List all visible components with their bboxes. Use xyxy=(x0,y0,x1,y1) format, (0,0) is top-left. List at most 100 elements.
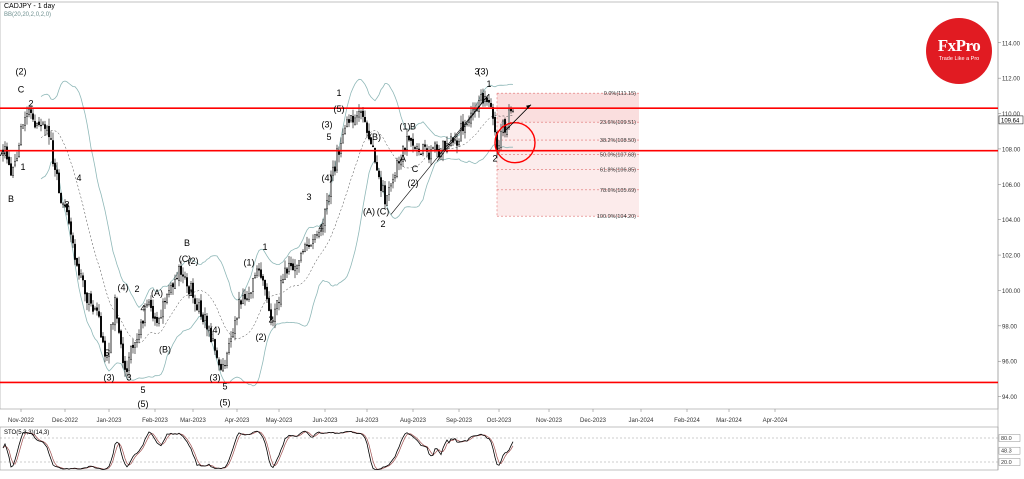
candle-body xyxy=(195,304,198,311)
logo-brand: FxPro xyxy=(937,36,981,55)
candle xyxy=(103,336,106,363)
candle xyxy=(67,206,70,226)
price-tick-label: 94.00 xyxy=(1002,395,1018,401)
candle xyxy=(165,293,168,305)
candle-body xyxy=(486,97,489,103)
candle xyxy=(382,179,385,193)
candle-body xyxy=(239,300,242,305)
candle-body xyxy=(510,108,513,112)
stochastic-panel: STO(5,3,3)(14,3)80.048.320.0 xyxy=(0,426,1021,471)
stochastic-tick-label: 80.0 xyxy=(1001,436,1012,442)
fib-zone xyxy=(497,93,639,217)
candle xyxy=(159,309,162,319)
candle-body xyxy=(16,158,19,161)
candle xyxy=(400,154,403,170)
candle-body xyxy=(167,290,170,295)
candle xyxy=(38,116,41,127)
candle-body xyxy=(364,117,367,122)
candle xyxy=(358,104,361,122)
candle-body xyxy=(199,300,202,317)
candle xyxy=(9,156,12,176)
candle xyxy=(217,357,220,371)
candle xyxy=(344,124,347,135)
candle xyxy=(412,133,415,153)
wave-label: 5 xyxy=(326,132,331,142)
candle-body xyxy=(266,286,269,300)
candle xyxy=(213,338,216,355)
candle xyxy=(181,267,184,284)
candle xyxy=(60,192,63,205)
candle xyxy=(89,290,92,307)
candle-body xyxy=(422,144,425,155)
candle-body xyxy=(400,159,403,166)
candle-body xyxy=(241,295,244,304)
candle-body xyxy=(274,308,277,322)
candle-body xyxy=(410,137,413,141)
stochastic-tick-box xyxy=(998,458,1021,466)
candle xyxy=(292,258,295,271)
candle xyxy=(318,229,321,239)
candle xyxy=(360,109,363,120)
wave-label: 2 xyxy=(492,153,497,163)
current-price-label: 109.64 xyxy=(1001,118,1020,124)
candle-body xyxy=(127,356,130,371)
wave-label: (3) xyxy=(104,373,115,383)
candle xyxy=(145,299,148,309)
candle xyxy=(424,139,427,152)
candle xyxy=(310,244,313,247)
candle xyxy=(492,103,495,126)
candle-body xyxy=(336,148,339,171)
candle-body xyxy=(223,364,226,367)
candle-body xyxy=(370,137,373,145)
candle-body xyxy=(147,301,150,305)
candle-body xyxy=(388,187,391,195)
candle-body xyxy=(219,363,222,370)
time-tick-label: Jul-2023 xyxy=(355,418,379,424)
candle-body xyxy=(464,126,467,133)
candle-body xyxy=(9,163,12,176)
candle-body xyxy=(40,125,43,127)
candle xyxy=(362,106,365,123)
candle xyxy=(119,329,122,349)
candle xyxy=(115,296,118,324)
candle-body xyxy=(396,160,399,177)
time-tick-label: Dec-2022 xyxy=(52,418,79,424)
price-tick-label: 102.00 xyxy=(1002,254,1021,260)
candle xyxy=(488,94,491,108)
candle xyxy=(175,272,178,280)
candle xyxy=(69,217,72,243)
candle xyxy=(334,160,337,176)
candle-body xyxy=(458,141,461,146)
candle-body xyxy=(334,166,337,172)
candle xyxy=(163,297,166,310)
candle-body xyxy=(197,302,200,312)
candle xyxy=(36,122,39,129)
candle xyxy=(40,118,43,132)
time-tick-label: Oct-2023 xyxy=(487,418,512,424)
candle-body xyxy=(288,262,291,273)
candle xyxy=(5,142,8,164)
candle-body xyxy=(382,185,385,192)
candle xyxy=(135,333,138,348)
candle-body xyxy=(30,109,33,113)
candle-body xyxy=(179,266,182,275)
candle xyxy=(151,299,154,322)
candle xyxy=(262,273,265,286)
candle-body xyxy=(247,293,250,300)
candle-body xyxy=(390,183,393,187)
candle xyxy=(179,260,182,282)
candle xyxy=(288,256,291,275)
candle xyxy=(366,120,369,138)
candle xyxy=(286,267,289,278)
candle xyxy=(58,169,61,194)
price-tick-label: 110.00 xyxy=(1002,112,1021,118)
candle-body xyxy=(402,145,405,162)
price-tick-label: 112.00 xyxy=(1002,77,1021,83)
candle xyxy=(52,132,55,167)
candle-body xyxy=(430,149,433,160)
stochastic-main-line xyxy=(2,430,514,471)
candle xyxy=(264,279,267,296)
candle-body xyxy=(213,339,216,351)
wave-label: 3 xyxy=(474,67,479,77)
